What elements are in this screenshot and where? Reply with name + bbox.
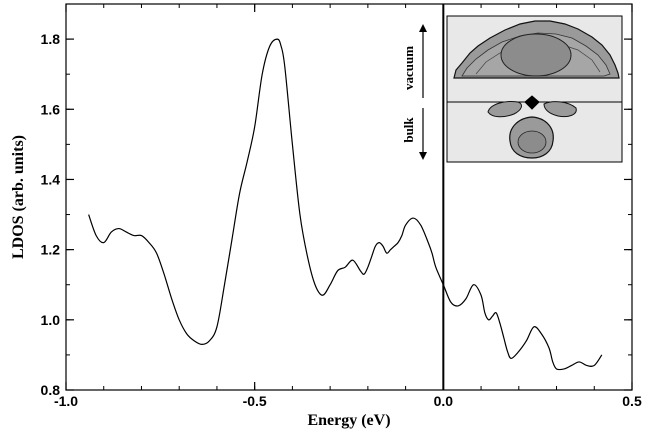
x-tick-label: 0.0 xyxy=(434,393,454,409)
x-axis-label: Energy (eV) xyxy=(307,412,390,429)
inset-right-petal xyxy=(543,101,577,118)
x-tick-label: -0.5 xyxy=(243,393,267,409)
inset-vacuum-lobe-core xyxy=(500,33,572,77)
x-tick-label: 0.5 xyxy=(622,393,642,409)
plot-frame xyxy=(65,3,633,391)
inset-vacuum-label: vacuum xyxy=(401,46,416,90)
y-tick-label: 1.6 xyxy=(41,101,61,117)
inset-center-diamond xyxy=(524,95,540,110)
y-tick-label: 1.4 xyxy=(41,171,61,187)
inset-figure: vacuum bulk xyxy=(401,15,623,163)
inset-bulk-label: bulk xyxy=(401,117,416,143)
y-tick-label: 1.0 xyxy=(41,312,61,328)
x-tick-label: -1.0 xyxy=(54,393,78,409)
y-tick-label: 1.8 xyxy=(41,31,61,47)
y-axis-label: LDOS (arb. units) xyxy=(10,135,27,259)
bulk-arrowhead-icon xyxy=(419,152,427,160)
ldos-series-line xyxy=(88,38,603,371)
inset-left-petal xyxy=(487,101,522,118)
inset-bulk-lobe-core xyxy=(517,130,547,154)
y-tick-label: 0.8 xyxy=(41,382,61,398)
y-tick-label: 1.2 xyxy=(41,242,61,258)
vacuum-arrowhead-icon xyxy=(419,24,427,32)
